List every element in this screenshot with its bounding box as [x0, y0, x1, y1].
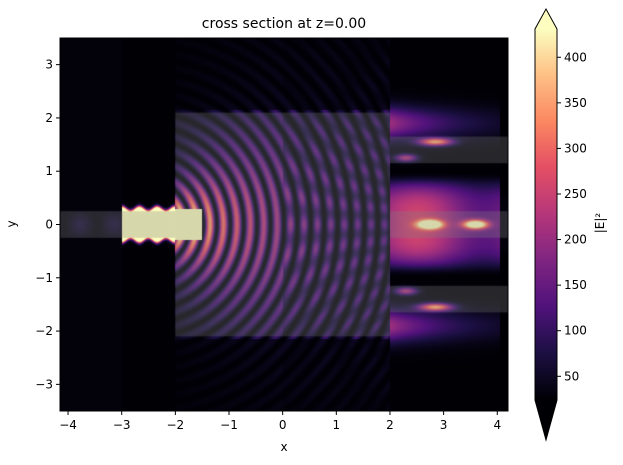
x-tick-label: 2: [386, 418, 394, 432]
y-tick-label: −2: [35, 324, 53, 338]
x-tick-label: −2: [167, 418, 185, 432]
x-tick-label: 4: [493, 418, 501, 432]
y-tick-label: 0: [45, 218, 53, 232]
heatmap-image: [60, 38, 508, 411]
y-tick-label: 2: [45, 111, 53, 125]
y-tick-label: 1: [45, 164, 53, 178]
colorbar-tick-label: 150: [564, 278, 587, 292]
colorbar-tick-label: 100: [564, 324, 587, 338]
axes-frame: [59, 37, 509, 412]
colorbar-tick-label: 200: [564, 233, 587, 247]
y-tick-label: −1: [35, 271, 53, 285]
colorbar-tick-label: 400: [564, 50, 587, 64]
colorbar-label: |E|²: [593, 212, 608, 234]
colorbar-extend-min: [535, 400, 557, 440]
colorbar-tick-label: 350: [564, 96, 587, 110]
x-tick-label: −1: [220, 418, 238, 432]
x-axis-label: x: [280, 440, 288, 454]
x-tick-label: −4: [59, 418, 77, 432]
x-tick-label: 3: [440, 418, 448, 432]
colorbar-extend-max: [535, 9, 557, 29]
y-axis-label: y: [4, 220, 19, 228]
x-tick-label: −3: [113, 418, 131, 432]
chart-title: cross section at z=0.00: [201, 16, 367, 32]
x-tick-label: 0: [279, 418, 287, 432]
colorbar-tick-label: 300: [564, 141, 587, 155]
y-tick-label: −3: [35, 377, 53, 391]
colorbar-outline: [534, 7, 558, 442]
colorbar-tick-label: 50: [564, 369, 579, 383]
y-tick-label: 3: [45, 58, 53, 72]
colorbar-tick-label: 250: [564, 187, 587, 201]
colorbar: [535, 29, 557, 400]
x-tick-label: 1: [332, 418, 340, 432]
